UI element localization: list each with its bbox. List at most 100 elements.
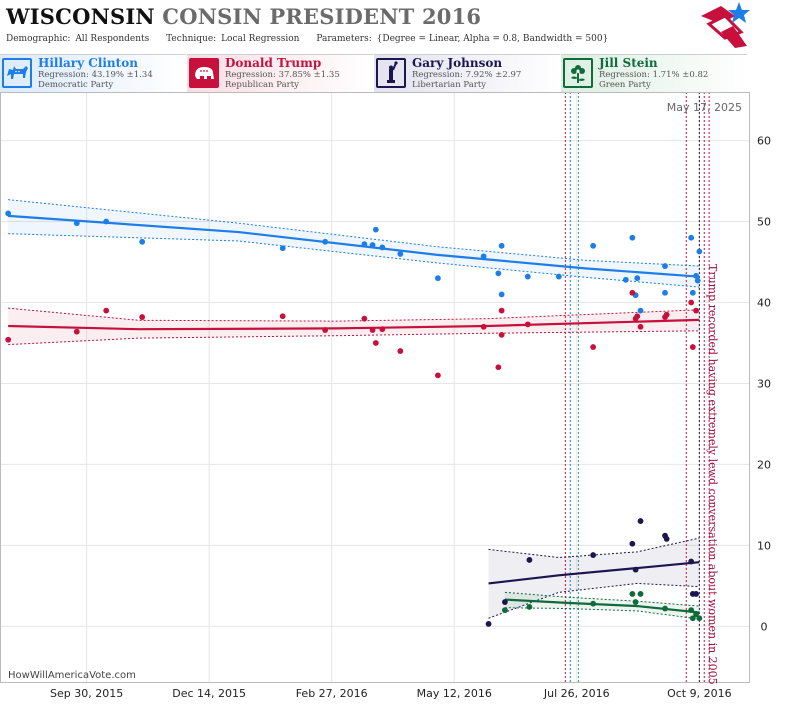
poll-point	[590, 600, 597, 607]
clinton-name: Hillary Clinton	[38, 56, 138, 70]
poll-point	[590, 344, 597, 350]
poll-point	[361, 241, 368, 248]
elephant-icon	[189, 58, 219, 88]
chart-title: WISCONSIN CONSIN PRESIDENT 2016	[6, 4, 481, 29]
poll-point	[662, 289, 668, 296]
poll-point	[279, 245, 286, 252]
poll-point	[397, 251, 404, 257]
confidence-band	[8, 308, 700, 345]
poll-point	[663, 311, 670, 318]
y-axis: 0 10 20 30 40 50 60	[757, 135, 771, 634]
trump-name: Donald Trump	[225, 56, 322, 70]
flower-icon	[563, 58, 593, 88]
poll-point	[526, 603, 533, 610]
legend-trump: Donald Trump Regression: 37.85% ±1.35 Re…	[187, 54, 373, 93]
technique-label: Technique:	[166, 34, 217, 44]
johnson-regression: Regression: 7.92% ±2.97	[412, 70, 522, 80]
regression-line	[8, 318, 700, 331]
poll-point	[688, 234, 695, 241]
poll-point	[693, 591, 699, 597]
clinton-regression: Regression: 43.19% ±1.34	[38, 70, 153, 80]
poll-point	[555, 273, 562, 280]
trump-party: Republican Party	[225, 80, 299, 90]
band-lower-line	[8, 330, 700, 346]
poll-point	[485, 621, 492, 627]
poll-point	[693, 272, 699, 279]
poll-point	[629, 289, 636, 296]
poll-point	[103, 218, 110, 225]
johnson-name: Gary Johnson	[412, 56, 503, 70]
grid-lines	[0, 92, 750, 683]
poll-point	[524, 273, 531, 280]
x-tick-label: Oct 9, 2016	[667, 687, 732, 700]
stein-regression: Regression: 1.71% ±0.82	[599, 70, 709, 80]
poll-point	[688, 299, 695, 306]
poll-point	[322, 327, 329, 333]
poll-point	[435, 275, 441, 282]
poll-point	[502, 599, 508, 605]
confidence-bands	[8, 199, 700, 620]
poll-point	[689, 289, 696, 296]
y-tick-label: 10	[757, 539, 771, 552]
plot-border	[0, 92, 750, 683]
poll-point	[139, 314, 146, 320]
poll-chart: 0 10 20 30 40 50 60 Sep 30, 2015 Dec 14, 2015 Fe…	[0, 92, 771, 700]
poll-point	[369, 327, 376, 333]
y-tick-label: 0	[761, 620, 768, 633]
demographic-label: Demographic:	[6, 34, 71, 44]
technique-value: Local Regression	[221, 34, 300, 44]
poll-point	[689, 344, 696, 350]
poll-point	[5, 336, 12, 343]
poll-point	[372, 340, 379, 346]
poll-point	[662, 263, 668, 269]
poll-point	[590, 552, 597, 558]
poll-point	[372, 226, 379, 233]
poll-point	[688, 558, 695, 565]
legend-clinton: Hillary Clinton Regression: 43.19% ±1.34…	[0, 54, 186, 93]
poll-point	[361, 315, 368, 322]
poll-point	[688, 607, 695, 614]
poll-point	[480, 253, 487, 260]
poll-point	[632, 599, 639, 605]
poll-point	[139, 238, 146, 245]
confidence-band	[488, 538, 700, 619]
poll-point	[634, 275, 641, 282]
poll-point	[435, 372, 441, 379]
event-annotation: Trump recorded having extremely lewd con…	[706, 264, 719, 685]
poll-point	[696, 248, 703, 255]
poll-point	[524, 321, 531, 328]
poll-point	[498, 242, 505, 249]
candidate-legend: Hillary Clinton Regression: 43.19% ±1.34…	[0, 54, 750, 93]
band-upper-line	[488, 537, 700, 559]
parameters-label: Parameters:	[316, 34, 372, 44]
regression-lines	[8, 214, 700, 614]
poll-point	[663, 535, 670, 542]
clinton-party: Democratic Party	[38, 80, 114, 90]
poll-point	[693, 611, 699, 618]
poll-point	[498, 331, 505, 338]
poll-point	[637, 307, 644, 314]
poll-points	[5, 210, 703, 627]
y-tick-label: 20	[757, 458, 771, 471]
event-lines	[564, 92, 710, 683]
poll-point	[495, 270, 502, 277]
poll-point	[369, 242, 376, 248]
demographic-value: All Respondents	[75, 34, 150, 44]
poll-point	[103, 307, 110, 314]
poll-point	[634, 313, 641, 320]
x-tick-label: Feb 27, 2016	[296, 687, 368, 700]
x-tick-label: Jul 26, 2016	[543, 687, 610, 700]
x-tick-label: Sep 30, 2015	[50, 687, 123, 700]
poll-point	[632, 566, 639, 573]
poll-point	[495, 364, 502, 371]
poll-point	[73, 328, 80, 335]
chart-header: WISCONSIN CONSIN PRESIDENT 2016 Demograp…	[0, 0, 789, 54]
poll-point	[322, 238, 329, 245]
poll-point	[279, 313, 286, 320]
poll-point	[502, 607, 508, 614]
x-tick-label: May 12, 2016	[417, 687, 492, 700]
poll-point	[637, 323, 644, 330]
parameters-line: Demographic: All Respondents Technique: …	[6, 34, 622, 44]
poll-point	[629, 540, 636, 547]
x-tick-label: Dec 14, 2015	[172, 687, 246, 700]
